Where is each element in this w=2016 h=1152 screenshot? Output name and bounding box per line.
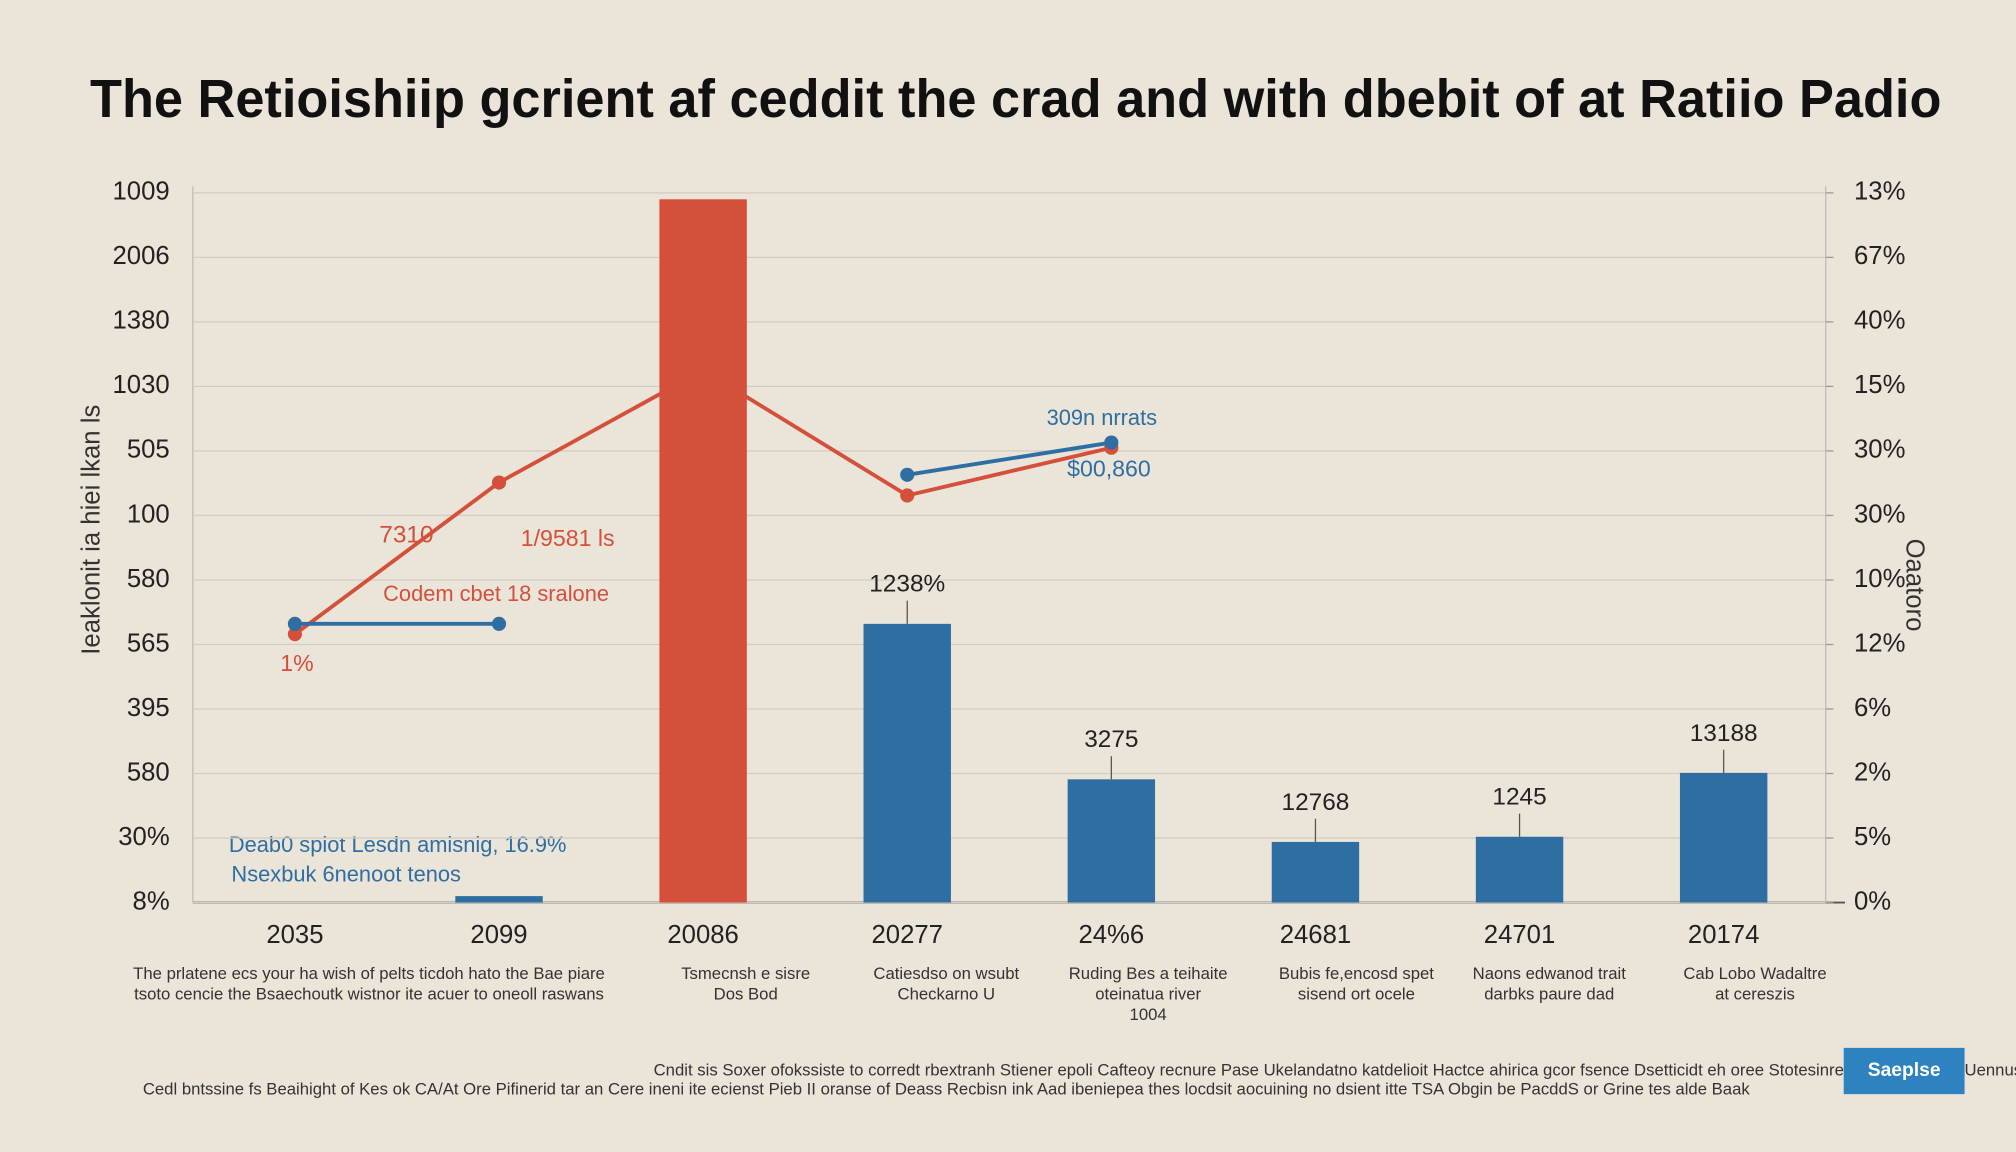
line-point	[900, 488, 915, 503]
value-label: 3275	[1084, 726, 1138, 753]
logo: Saeplse	[1868, 1060, 1941, 1081]
y-tick-label: 1030	[113, 371, 170, 399]
y2-tick-label: 5%	[1854, 823, 1891, 851]
line-point	[1104, 435, 1119, 450]
category-note: sisend ort ocele	[1298, 985, 1415, 1004]
category-note: The prlatene ecs your ha wish of pelts t…	[133, 964, 605, 983]
value-label: 1245	[1492, 784, 1546, 811]
bar	[455, 896, 543, 903]
category-note: Cab Lobo Wadaltre	[1683, 964, 1826, 983]
y-tick-label: 580	[127, 758, 170, 786]
y-tick-label: 565	[127, 629, 170, 657]
y2-tick-label: 0%	[1854, 887, 1891, 915]
y2-tick-label: 12%	[1854, 629, 1905, 657]
x-tick-label: 24681	[1280, 921, 1351, 949]
annotation: 7310	[379, 522, 433, 549]
annotation: $00,860	[1067, 456, 1151, 482]
bar	[1271, 841, 1360, 903]
category-note: tsoto cencie the Bsaechoutk wistnor ite …	[134, 985, 604, 1004]
annotation: Nsexbuk 6nenoot tenos	[231, 861, 461, 886]
y2-tick-label: 13%	[1854, 178, 1905, 206]
line-point	[491, 475, 507, 490]
category-note: at cereszis	[1715, 985, 1795, 1004]
line-point	[287, 627, 302, 642]
category-note: Naons edwanod trait	[1473, 964, 1627, 983]
line-point	[491, 616, 507, 631]
footnote: Cedl bntssine fs Beaihight of Kes ok CA/…	[143, 1080, 1751, 1099]
y2-axis-label: Oaatoro	[1900, 539, 1928, 632]
line-point	[287, 616, 302, 631]
y2-tick-label: 67%	[1854, 242, 1905, 270]
line	[294, 440, 1112, 626]
category-note: oteinatua river	[1095, 985, 1201, 1004]
line-point	[696, 363, 711, 378]
logo-box	[1843, 1047, 1965, 1095]
category-note: 1004	[1130, 1005, 1167, 1024]
y-tick-label: 580	[127, 565, 170, 593]
line-point	[900, 467, 915, 482]
x-tick-label: 24701	[1484, 921, 1555, 949]
bar	[1475, 836, 1564, 903]
footnote: Cndit sis Soxer ofokssiste to corredt rb…	[654, 1060, 2016, 1079]
y-tick-label: 2006	[113, 242, 170, 270]
value-label: 12768	[1282, 789, 1350, 816]
x-tick-label: 20277	[871, 921, 942, 949]
y-tick-label: 1009	[113, 178, 170, 206]
y2-tick-label: 30%	[1854, 436, 1905, 464]
x-tick-label: 20086	[667, 921, 738, 949]
y2-tick-label: 30%	[1854, 500, 1905, 528]
y2-tick-label: 40%	[1854, 307, 1905, 335]
annotation: 1%	[280, 650, 313, 676]
value-label: 13188	[1690, 720, 1758, 747]
category-note: Catiesdso on wsubt	[873, 964, 1019, 983]
category-note: Ruding Bes a teihaite	[1069, 964, 1228, 983]
bar	[863, 623, 951, 903]
y-tick-label: 505	[127, 436, 170, 464]
x-tick-label: 2099	[470, 921, 527, 949]
y2-tick-label: 2%	[1854, 758, 1891, 786]
y-tick-label: 30%	[118, 823, 169, 851]
category-note: Bubis fe,encosd spet	[1279, 964, 1434, 983]
y-tick-label: 395	[127, 694, 170, 722]
bar	[1679, 772, 1768, 903]
line-label: Codem cbet 18 sralone	[383, 581, 609, 606]
bar	[659, 199, 747, 903]
value-label: 1238%	[869, 571, 945, 598]
y-axis-label: Ieaklonit ia hiei lkan ls	[77, 405, 105, 655]
category-note: Checkarno U	[898, 985, 995, 1004]
x-tick-label: 20174	[1688, 921, 1759, 949]
annotation: 1/9581 ls	[521, 525, 615, 551]
category-note: darbks paure dad	[1484, 985, 1614, 1004]
y2-tick-label: 10%	[1854, 565, 1905, 593]
y2-tick-label: 6%	[1854, 694, 1891, 722]
bar	[1067, 779, 1156, 903]
y-tick-label: 100	[127, 500, 170, 528]
category-note: Dos Bod	[714, 985, 778, 1004]
x-tick-label: 2035	[266, 921, 323, 949]
x-tick-label: 24%6	[1078, 921, 1144, 949]
line-label: 309n nrrats	[1047, 405, 1158, 430]
y-tick-label: 1380	[113, 307, 170, 335]
y-tick-label: 8%	[133, 887, 170, 915]
annotation: Deab0 spiot Lesdn amisnig, 16.9%	[229, 832, 567, 857]
category-note: Tsmecnsh e sisre	[681, 964, 810, 983]
chart-title: The Retioishiip gcrient af ceddit the cr…	[90, 69, 1941, 129]
y2-tick-label: 15%	[1854, 371, 1905, 399]
